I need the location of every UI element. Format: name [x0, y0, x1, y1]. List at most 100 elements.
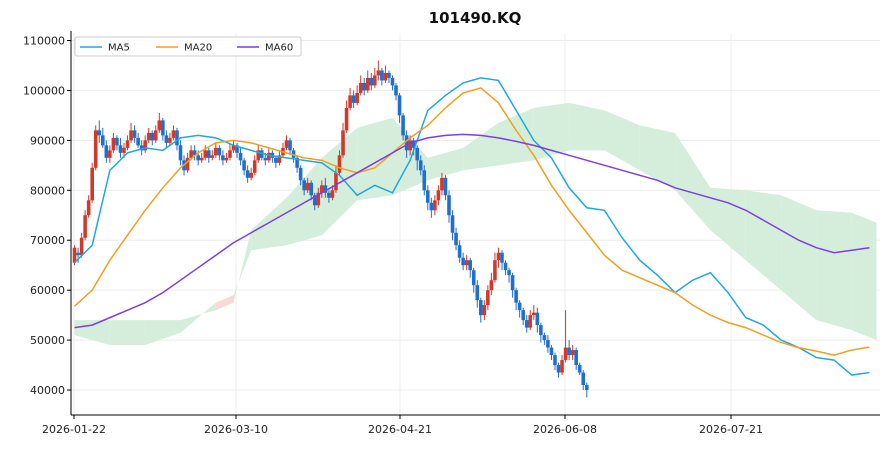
candle-body — [369, 77, 374, 86]
candle-body — [214, 147, 218, 156]
y-tick-label: 60000 — [30, 284, 65, 297]
candle-body — [510, 275, 515, 291]
candle-body — [560, 360, 564, 373]
candle-body — [535, 312, 540, 326]
candle-body — [362, 82, 367, 91]
x-tick-label: 2026-01-22 — [42, 423, 106, 436]
candle-body — [164, 135, 169, 143]
candle-body — [210, 155, 215, 158]
candle-body — [242, 160, 246, 171]
ichimoku-cloud-segment — [427, 147, 464, 181]
y-tick-label: 50000 — [30, 334, 65, 347]
ichimoku-cloud-segment — [74, 320, 110, 346]
ichimoku-cloud-segment — [533, 102, 570, 161]
candle-body — [178, 145, 183, 161]
candle-body — [521, 310, 525, 321]
candle-body — [584, 385, 589, 391]
ichimoku-cloud-segment — [251, 197, 287, 251]
candle-body — [503, 262, 508, 271]
candle-body — [436, 190, 441, 201]
candle-body — [574, 350, 578, 366]
candle-body — [447, 195, 451, 216]
candle-body — [531, 312, 536, 316]
candle-body — [192, 150, 197, 156]
candle-body — [206, 150, 211, 158]
candle-body — [72, 247, 77, 263]
candle-body — [433, 200, 437, 211]
candle-body — [196, 155, 200, 161]
candle-body — [404, 135, 409, 151]
plot-area: 40000 50000 60000 70000 80000 90000 100000 1100… — [23, 31, 880, 436]
ichimoku-cloud-segment — [321, 127, 358, 236]
candle-body — [316, 192, 321, 206]
candle-body — [295, 157, 299, 168]
candle-body — [79, 237, 84, 256]
candle-body — [387, 72, 391, 78]
candle-body — [376, 70, 381, 76]
candle-body — [563, 347, 568, 361]
candle-body — [542, 335, 547, 341]
candle-body — [418, 160, 423, 171]
candle-body — [153, 130, 158, 141]
candle-body — [302, 180, 306, 191]
candle-body — [161, 120, 165, 136]
candle-body — [422, 170, 427, 191]
candle-body — [475, 285, 480, 301]
candle-body — [263, 157, 268, 161]
candle-body — [570, 350, 575, 356]
candle-body — [577, 365, 582, 373]
candle-body — [298, 167, 303, 181]
candle-body — [125, 140, 130, 148]
candle-body — [334, 172, 338, 191]
candle-body — [157, 120, 162, 131]
ichimoku-cloud-segment — [145, 320, 181, 346]
candle-body — [143, 140, 147, 151]
candle-body — [482, 305, 487, 316]
candle-body — [83, 215, 87, 238]
ichimoku-cloud-segment — [604, 110, 640, 171]
candle-body — [122, 147, 126, 153]
candle-body — [567, 347, 571, 356]
candle-body — [228, 150, 232, 158]
ichimoku-cloud-segment — [745, 190, 782, 291]
candle-body — [401, 115, 405, 136]
y-tick-label: 100000 — [23, 84, 65, 97]
ichimoku-cloud-segment — [675, 132, 711, 231]
candle-body — [86, 200, 91, 216]
candle-body — [500, 252, 504, 263]
candle-body — [203, 150, 208, 158]
candle-body — [256, 150, 261, 161]
candle-body — [249, 172, 253, 178]
candle-body — [408, 140, 412, 151]
candle-body — [380, 70, 384, 81]
candle-body — [76, 252, 80, 256]
candle-body — [355, 92, 359, 103]
chart-title: 101490.KQ — [429, 9, 522, 27]
candle-body — [478, 300, 483, 316]
candle-body — [341, 130, 345, 156]
candle-body — [517, 302, 522, 311]
candle-body — [383, 72, 388, 81]
candle-body — [111, 137, 116, 151]
ichimoku-cloud-segment — [180, 302, 216, 333]
legend-label: MA60 — [265, 43, 293, 54]
candle-body — [581, 372, 586, 386]
y-tick-label: 70000 — [30, 234, 65, 247]
candle-body — [373, 75, 377, 86]
candle-body — [252, 160, 257, 173]
candle-body — [320, 185, 324, 193]
candle-body — [553, 355, 557, 366]
x-tick-label: 2026-07-21 — [699, 423, 763, 436]
candle-body — [337, 155, 342, 173]
ichimoku-cloud-segment — [816, 210, 852, 331]
candle-body — [415, 147, 420, 161]
y-tick-label: 40000 — [30, 384, 65, 397]
x-tick-label: 2026-04-21 — [368, 423, 432, 436]
ichimoku-cloud-segment — [233, 230, 252, 303]
ichimoku-cloud-segment — [569, 102, 605, 151]
candle-body — [528, 315, 533, 328]
candle-body — [450, 215, 455, 233]
candle-body — [344, 107, 349, 131]
candle-body — [486, 290, 490, 306]
